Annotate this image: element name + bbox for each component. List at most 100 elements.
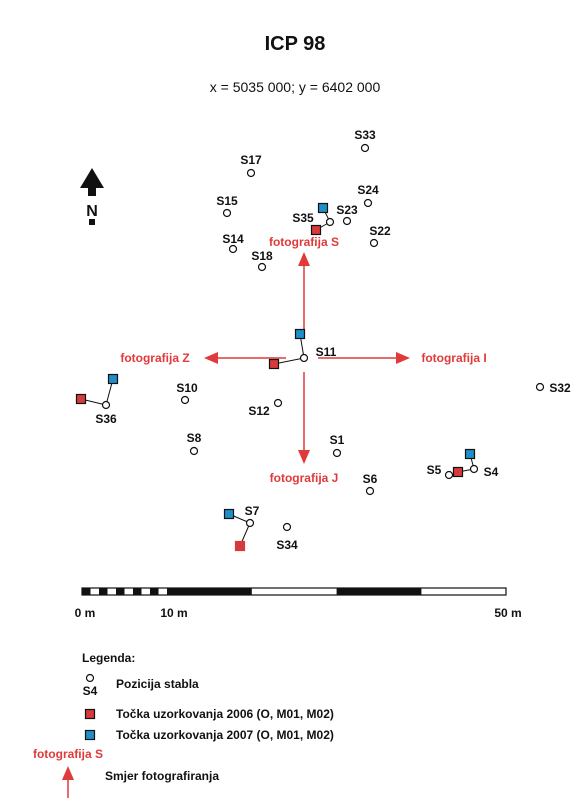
tree-marker	[469, 464, 479, 474]
tree-marker	[222, 208, 232, 218]
tree-marker	[180, 395, 190, 405]
map-coordinates: x = 5035 000; y = 6402 000	[210, 79, 381, 95]
sample-2007	[223, 508, 235, 520]
arrow-south-head	[298, 450, 310, 464]
legend-item-tree: Pozicija stabla	[116, 677, 199, 691]
sample-2007	[107, 373, 119, 385]
tree-marker	[273, 398, 283, 408]
tree-marker	[535, 382, 545, 392]
tree-marker	[228, 244, 238, 254]
tree-s32: S32	[535, 381, 571, 395]
sample-points-2007	[107, 202, 476, 520]
tree-label: S12	[248, 404, 270, 418]
sample-2007	[464, 448, 476, 460]
sample-2007	[294, 328, 306, 340]
sample-2007	[317, 202, 329, 214]
tree-marker	[189, 446, 199, 456]
scale-label-0: 0 m	[75, 606, 96, 620]
tree-marker	[363, 198, 373, 208]
tree-label: S23	[336, 203, 358, 217]
arrow-east-head	[396, 352, 410, 364]
tree-s7: S7	[245, 504, 260, 528]
tree-s1: S1	[330, 433, 345, 458]
tree-positions: S33 S17 S24 S15 S23 S35 S22 S14 S18 S11 S10 S12 S36 S…	[95, 128, 571, 552]
tree-label: S24	[357, 183, 379, 197]
scale-label-10: 10 m	[160, 606, 187, 620]
tree-label: S1	[330, 433, 345, 447]
tree-label: S14	[222, 232, 244, 246]
tree-marker	[325, 217, 335, 227]
legend-item-2007: Točka uzorkovanja 2007 (O, M01, M02)	[116, 728, 334, 742]
tree-s6: S6	[363, 472, 378, 496]
tree-marker	[360, 143, 370, 153]
tree-marker	[246, 168, 256, 178]
legend-square-2007	[84, 729, 96, 741]
tree-label: S22	[369, 224, 391, 238]
tree-marker	[299, 353, 309, 363]
photo-label-s: fotografija S	[269, 235, 339, 249]
legend-tree-sample-label: S4	[83, 684, 98, 698]
tree-s12: S12	[248, 398, 283, 418]
scale-label-50: 50 m	[494, 606, 521, 620]
legend-tree-symbol	[85, 673, 95, 683]
tree-label: S18	[251, 249, 273, 263]
tree-label: S6	[363, 472, 378, 486]
tree-marker	[257, 262, 267, 272]
tree-s34: S34	[276, 522, 298, 552]
tree-label: S32	[549, 381, 571, 395]
tree-marker	[369, 238, 379, 248]
tree-label: S17	[240, 153, 262, 167]
tree-s23: S23	[336, 203, 358, 226]
tree-label: S10	[176, 381, 198, 395]
tree-marker	[101, 400, 111, 410]
photo-label-z: fotografija Z	[120, 351, 189, 365]
tree-s33: S33	[354, 128, 376, 153]
tree-label: S4	[484, 465, 499, 479]
tree-label: S8	[187, 431, 202, 445]
sample-2006	[310, 224, 322, 236]
legend-photo-arrow-head	[62, 766, 74, 780]
sample-2006	[234, 540, 246, 552]
tree-marker	[332, 448, 342, 458]
sample-points-2006	[75, 224, 464, 552]
tree-label: S36	[95, 412, 117, 426]
tree-label: S34	[276, 538, 298, 552]
tree-s11: S11	[299, 345, 337, 363]
legend-title: Legenda:	[82, 651, 135, 665]
sample-2006	[268, 358, 280, 370]
arrow-west-head	[204, 352, 218, 364]
tree-s36: S36	[95, 400, 117, 426]
sample-connectors	[80, 207, 475, 547]
tree-s14: S14	[222, 232, 244, 254]
legend: Legenda: S4 Pozicija stabla Točka uzorko…	[33, 651, 334, 798]
tree-marker	[245, 518, 255, 528]
legend-square-2006	[84, 708, 96, 720]
tree-s10: S10	[176, 381, 198, 405]
legend-photo-sample-label: fotografija S	[33, 747, 103, 761]
north-arrow-icon: N	[80, 168, 104, 225]
scale-bar: 0 m 10 m 50 m	[75, 587, 522, 620]
map-title: ICP 98	[265, 33, 326, 55]
tree-s35: S35	[292, 211, 335, 227]
arrow-north-head	[298, 252, 310, 266]
tree-label: S33	[354, 128, 376, 142]
tree-marker	[342, 216, 352, 226]
legend-item-photo: Smjer fotografiranja	[105, 769, 219, 783]
photo-label-i: fotografija I	[421, 351, 486, 365]
tree-s22: S22	[369, 224, 391, 248]
tree-s15: S15	[216, 194, 238, 218]
tree-label: S11	[316, 345, 337, 359]
tree-marker	[282, 522, 292, 532]
tree-marker	[444, 470, 454, 480]
tree-label: S5	[427, 463, 442, 477]
legend-item-2006: Točka uzorkovanja 2006 (O, M01, M02)	[116, 707, 334, 721]
tree-s4: S4	[469, 464, 499, 479]
photo-direction-arrows	[204, 252, 410, 464]
tree-s5: S5	[427, 463, 454, 480]
sample-2006	[452, 466, 464, 478]
tree-label: S15	[216, 194, 238, 208]
tree-label: S7	[245, 504, 260, 518]
north-label: N	[86, 203, 98, 220]
tree-label: S35	[292, 211, 314, 225]
